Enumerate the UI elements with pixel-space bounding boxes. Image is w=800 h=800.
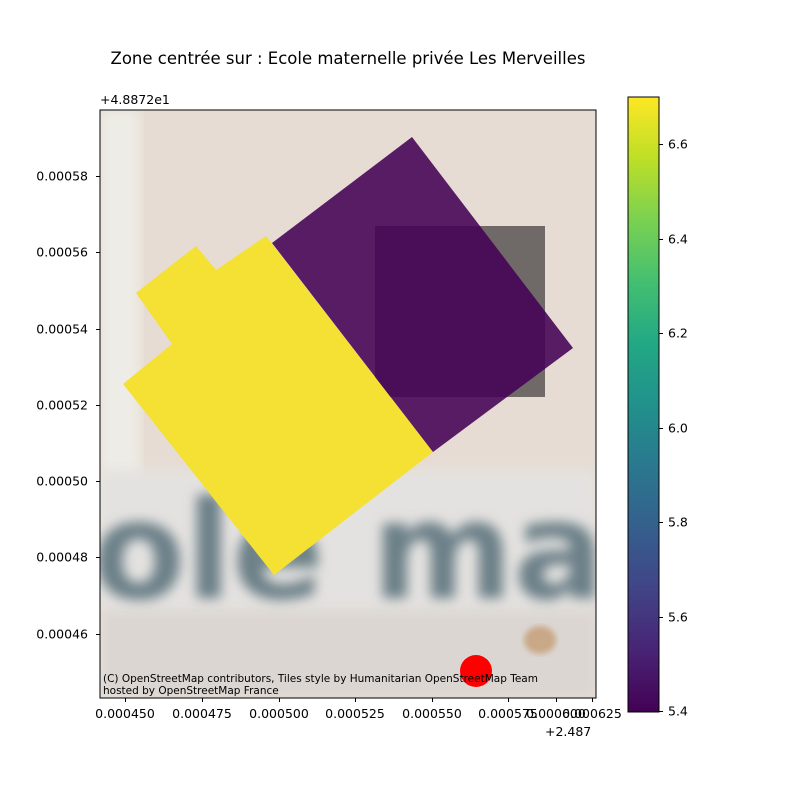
colorbar-tick-mark: [659, 711, 663, 712]
map-attribution: (C) OpenStreetMap contributors, Tiles st…: [103, 673, 538, 697]
x-tick-mark: [592, 698, 593, 702]
x-tick-mark: [508, 698, 509, 702]
y-tick-mark: [96, 481, 100, 482]
x-tick-label: 0.000600: [526, 706, 586, 721]
y-tick-label: 0.00050: [36, 473, 88, 489]
colorbar-tick-mark: [659, 144, 663, 145]
y-tick-mark: [96, 329, 100, 330]
colorbar-tick-label: 6.4: [668, 231, 688, 247]
location-marker: [460, 655, 492, 687]
x-tick-label: 0.000475: [172, 706, 232, 721]
colorbar: [627, 96, 660, 713]
y-tick-mark: [96, 252, 100, 253]
colorbar-tick-label: 5.8: [668, 514, 688, 530]
basemap-label: ole mater: [92, 473, 800, 631]
x-tick-mark: [202, 698, 203, 702]
colorbar-tick-label: 6.2: [668, 325, 688, 341]
x-tick-mark: [279, 698, 280, 702]
colorbar-tick-mark: [659, 617, 663, 618]
polygon-low-value: [272, 137, 573, 452]
x-tick-label: 0.000450: [95, 706, 155, 721]
x-tick-label: 0.000575: [478, 706, 538, 721]
y-tick-mark: [96, 176, 100, 177]
polygon-high-value: [123, 236, 433, 575]
y-tick-label: 0.00046: [36, 626, 88, 642]
colorbar-tick-mark: [659, 428, 663, 429]
x-tick-label: 0.000625: [562, 706, 622, 721]
colorbar-tick-mark: [659, 333, 663, 334]
y-tick-mark: [96, 634, 100, 635]
x-tick-mark: [355, 698, 356, 702]
y-tick-label: 0.00048: [36, 549, 88, 565]
x-offset-label: +2.487: [545, 724, 592, 739]
attribution-line: (C) OpenStreetMap contributors, Tiles st…: [103, 673, 538, 685]
axes-frame: [99, 109, 597, 699]
colorbar-tick-label: 6.0: [668, 420, 688, 436]
colorbar-tick-mark: [659, 522, 663, 523]
x-tick-label: 0.000525: [325, 706, 385, 721]
y-tick-label: 0.00058: [36, 168, 88, 184]
y-tick-mark: [96, 405, 100, 406]
colorbar-tick-label: 5.4: [668, 703, 688, 719]
colorbar-tick-mark: [659, 239, 663, 240]
colorbar-tick-label: 6.6: [668, 136, 688, 152]
y-tick-mark: [96, 557, 100, 558]
map-title: Zone centrée sur : Ecole maternelle priv…: [110, 49, 586, 68]
colorbar-tick-label: 5.6: [668, 609, 688, 625]
y-tick-label: 0.00054: [36, 321, 88, 337]
x-tick-label: 0.000550: [402, 706, 462, 721]
y-tick-label: 0.00052: [36, 397, 88, 413]
y-offset-label: +4.8872e1: [100, 92, 170, 107]
x-tick-mark: [125, 698, 126, 702]
x-tick-mark: [432, 698, 433, 702]
y-tick-label: 0.00056: [36, 244, 88, 260]
x-tick-mark: [556, 698, 557, 702]
x-tick-label: 0.000500: [249, 706, 309, 721]
attribution-line: hosted by OpenStreetMap France: [103, 684, 279, 697]
